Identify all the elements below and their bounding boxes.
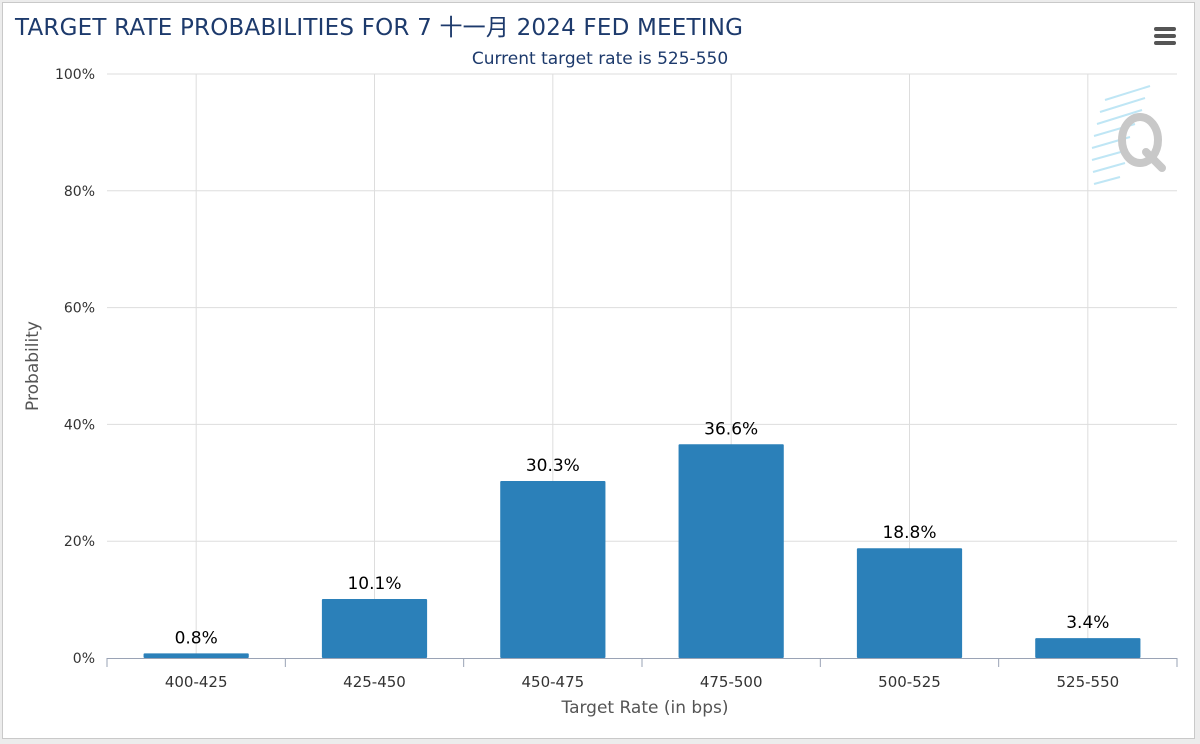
data-label: 10.1% (347, 574, 401, 594)
y-tick-label: 40% (64, 417, 95, 433)
x-tick-label: 425-450 (343, 673, 406, 691)
bar-500-525[interactable] (856, 548, 963, 658)
labels: 0% 20% 40% 60% 80% 100% 0.8% 400-425 10.1% 425-45… (55, 67, 1119, 691)
axes (106, 658, 1178, 667)
x-tick-label: 450-475 (521, 673, 584, 691)
hamburger-menu-icon[interactable] (1150, 24, 1178, 48)
data-label: 36.6% (704, 419, 758, 439)
y-tick-label: 0% (73, 651, 95, 667)
gridlines (107, 73, 1177, 658)
menu-line (1154, 41, 1176, 45)
bar-400-425[interactable] (143, 653, 249, 658)
y-tick-label: 80% (64, 184, 95, 200)
quikstrike-q-logo (1091, 85, 1166, 185)
bar-525-550[interactable] (1035, 638, 1141, 658)
bar-450-475[interactable] (500, 481, 606, 658)
data-label: 3.4% (1066, 613, 1109, 633)
bars (143, 444, 1141, 658)
data-label: 0.8% (175, 628, 218, 648)
x-tick-label: 500-525 (878, 673, 941, 691)
data-label: 18.8% (882, 523, 936, 543)
menu-line (1154, 27, 1176, 31)
x-axis-title: Target Rate (in bps) (561, 698, 729, 718)
y-axis-title: Probability (23, 321, 43, 411)
menu-line (1154, 34, 1176, 38)
bar-425-450[interactable] (321, 599, 428, 658)
y-tick-label: 100% (55, 67, 95, 83)
data-label: 30.3% (526, 456, 580, 476)
x-tick-label: 525-550 (1056, 673, 1119, 691)
x-tick-label: 400-425 (165, 673, 228, 691)
chart-title: TARGET RATE PROBABILITIES FOR 7 十一月 2024… (15, 15, 744, 41)
chart-subtitle: Current target rate is 525-550 (471, 49, 729, 69)
y-tick-label: 60% (64, 301, 95, 317)
bar-475-500[interactable] (678, 444, 784, 658)
x-tick-label: 475-500 (700, 673, 763, 691)
y-tick-label: 20% (64, 534, 95, 550)
